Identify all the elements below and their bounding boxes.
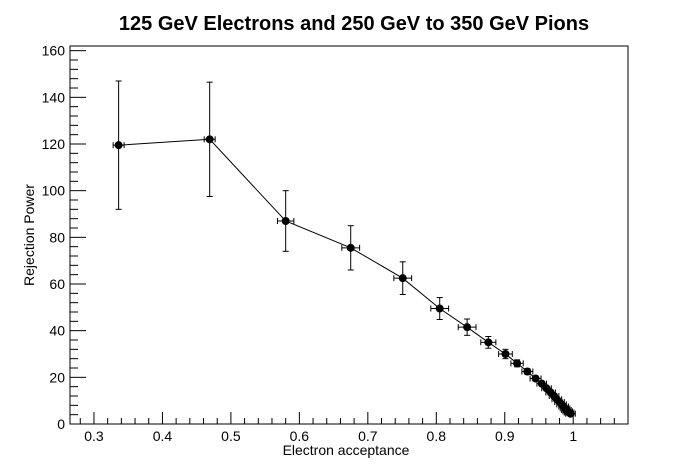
y-tick-label: 0	[57, 416, 65, 432]
y-tick-label: 120	[42, 136, 66, 152]
y-axis-label: Rejection Power	[21, 184, 37, 286]
y-tick-label: 40	[49, 323, 65, 339]
data-point	[523, 367, 532, 376]
data-point	[346, 243, 355, 252]
data-point	[435, 304, 444, 313]
data-point	[566, 409, 575, 418]
x-tick-label: 0.9	[495, 428, 515, 444]
x-axis-label: Electron acceptance	[283, 442, 410, 458]
data-point	[205, 135, 214, 144]
x-tick-label: 1	[569, 428, 577, 444]
x-tick-label: 0.6	[290, 428, 310, 444]
plot-frame	[69, 45, 629, 425]
error-bars	[112, 80, 576, 417]
data-points	[114, 135, 575, 418]
x-tick-label: 0.8	[427, 428, 447, 444]
x-tick-label: 0.4	[153, 428, 173, 444]
y-tick-label: 140	[42, 89, 66, 105]
data-point	[398, 274, 407, 283]
x-tick-label: 0.3	[84, 428, 104, 444]
y-tick-label: 80	[49, 229, 65, 245]
series-line	[118, 138, 571, 415]
data-point	[463, 323, 472, 332]
x-tick-label: 0.7	[358, 428, 378, 444]
y-axis: 0 20 40 60 80 100 120 140 160	[42, 43, 86, 432]
x-tick-label: 0.5	[221, 428, 241, 444]
data-point	[531, 374, 540, 383]
y-tick-label: 160	[42, 43, 66, 59]
y-tick-label: 20	[49, 369, 65, 385]
data-point	[281, 217, 290, 225]
x-axis: 0.3 0.4 0.5 0.6 0.7 0.8 0.9 1	[79, 412, 629, 444]
data-point	[501, 350, 510, 358]
chart-title: 125 GeV Electrons and 250 GeV to 350 GeV…	[119, 13, 589, 35]
y-tick-label: 60	[49, 276, 65, 292]
y-tick-label: 100	[42, 183, 66, 199]
series-connecting-line	[118, 138, 571, 415]
data-point	[513, 359, 522, 368]
data-point	[484, 338, 493, 347]
data-point	[114, 141, 123, 150]
